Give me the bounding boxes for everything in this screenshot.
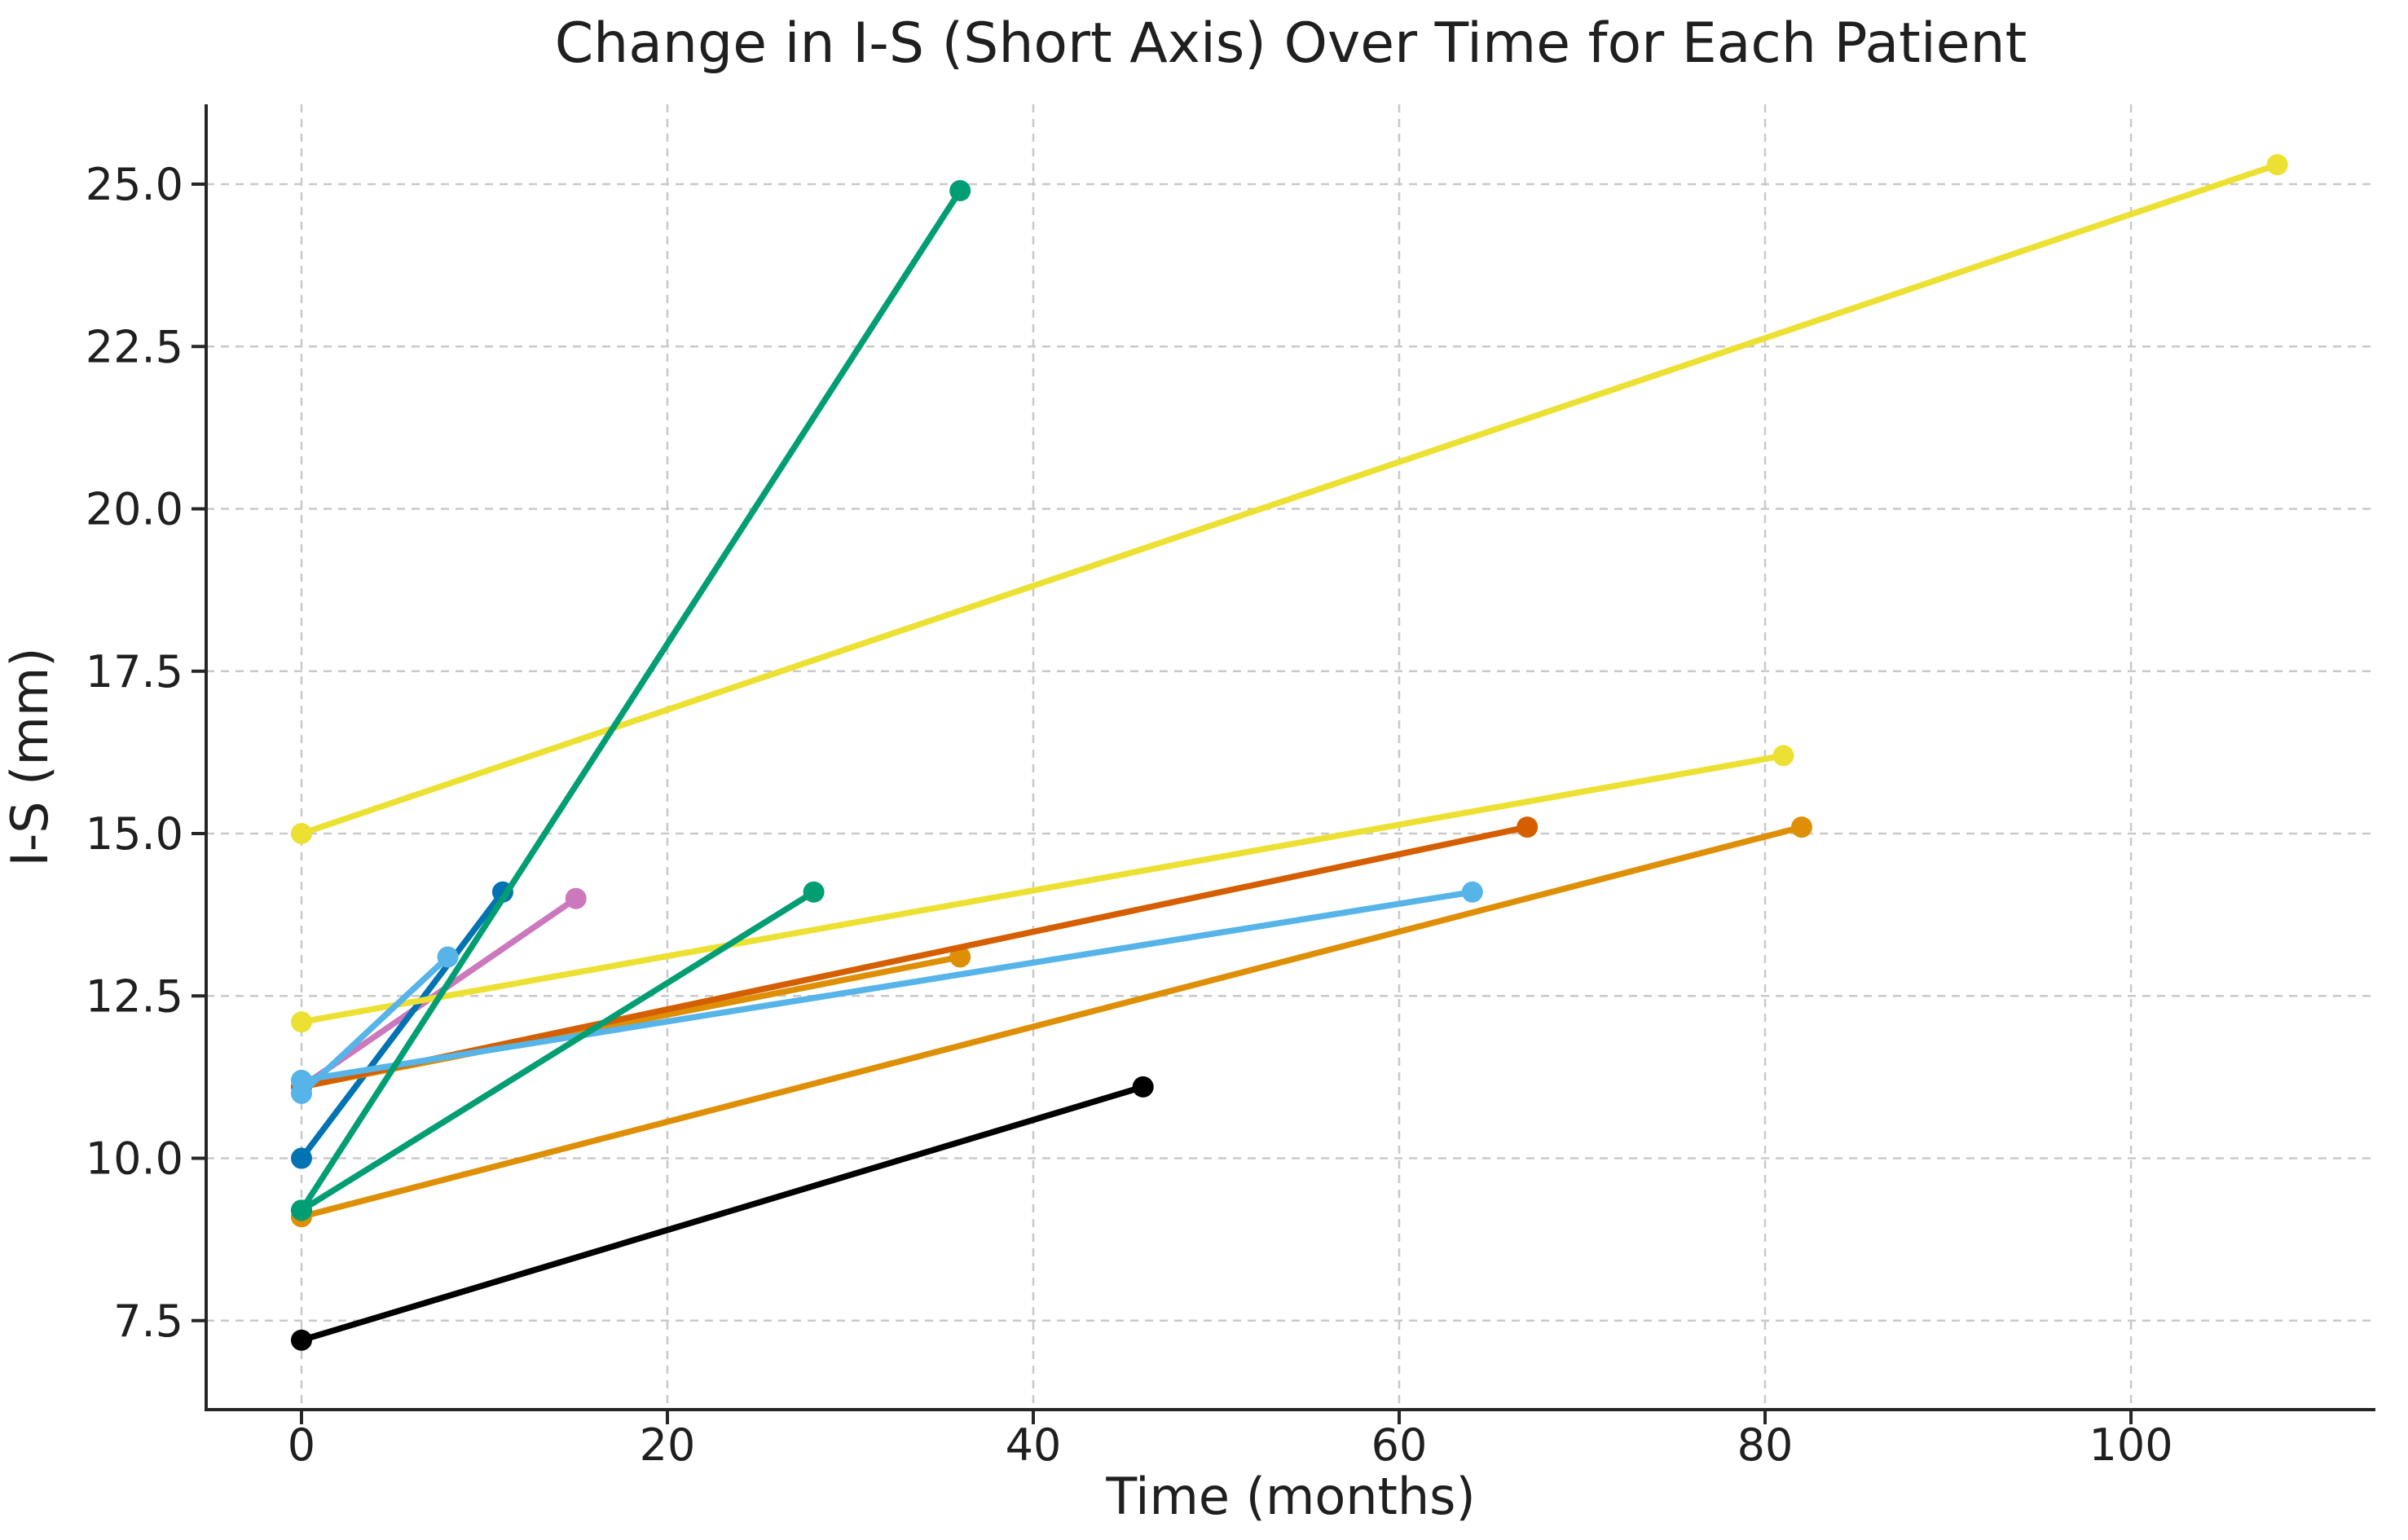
x-tick-label: 100: [2089, 1419, 2173, 1471]
x-tick-label: 40: [1006, 1419, 1062, 1471]
data-point-marker: [1517, 816, 1539, 838]
series-line: [298, 889, 506, 1162]
data-point-marker: [949, 180, 971, 202]
y-tick-label: 17.5: [86, 646, 183, 697]
x-tick-label: 80: [1737, 1419, 1794, 1471]
axes-spines: [205, 104, 2375, 1411]
patient-line-yellow-low: [290, 745, 1794, 1033]
data-point-marker: [803, 881, 825, 903]
data-point-marker: [290, 1199, 312, 1221]
x-tick-label: 60: [1371, 1419, 1428, 1471]
gridlines: [206, 104, 2375, 1410]
data-point-marker: [290, 823, 312, 845]
series-line: [298, 824, 1530, 1090]
series-line: [298, 161, 2281, 837]
tick-labels: 0 20 40 60 80 100 7.5 10.0 12.5 15.0 17.5 20.0 22.5 2…: [86, 159, 2173, 1471]
data-point-marker: [2266, 154, 2288, 176]
data-point-marker: [1132, 1076, 1154, 1098]
y-tick-label: 10.0: [86, 1133, 183, 1185]
series-line: [298, 824, 1805, 1221]
series-line: [298, 889, 1476, 1084]
patient-line-lightblue-short: [290, 946, 459, 1104]
patient-line-yellow-high: [290, 154, 2288, 845]
chart-title: Change in I-S (Short Axis) Over Time for…: [555, 11, 2027, 76]
data-point-marker: [1772, 745, 1794, 767]
series-group: [290, 154, 2288, 1351]
y-tick-label: 20.0: [86, 484, 183, 535]
patient-line-darkblue: [290, 881, 513, 1169]
series-line: [298, 1084, 1147, 1344]
patient-line-black: [290, 1076, 1154, 1351]
y-tick-label: 7.5: [113, 1296, 183, 1347]
data-point-marker: [290, 1329, 312, 1351]
y-tick-label: 25.0: [86, 159, 183, 210]
y-axis-label: I-S (mm): [0, 648, 59, 867]
data-point-marker: [290, 1147, 312, 1169]
y-tick-label: 15.0: [86, 808, 183, 860]
data-point-marker: [565, 887, 587, 909]
data-point-marker: [1461, 881, 1483, 903]
x-tick-label: 0: [288, 1419, 315, 1471]
series-line: [298, 752, 1787, 1025]
data-point-marker: [437, 946, 459, 968]
series-line: [298, 889, 817, 1214]
tick-marks: [191, 183, 2133, 1424]
data-point-marker: [949, 946, 971, 968]
series-line: [298, 187, 963, 1214]
data-point-marker: [290, 1011, 312, 1033]
x-tick-label: 20: [640, 1419, 696, 1471]
y-tick-label: 12.5: [86, 970, 183, 1022]
data-point-marker: [290, 1082, 312, 1104]
series-line: [298, 953, 451, 1097]
x-axis-label: Time (months): [1105, 1467, 1475, 1526]
data-point-marker: [1790, 816, 1812, 838]
patient-line-green-shallow: [290, 881, 825, 1221]
y-tick-label: 22.5: [86, 321, 183, 372]
